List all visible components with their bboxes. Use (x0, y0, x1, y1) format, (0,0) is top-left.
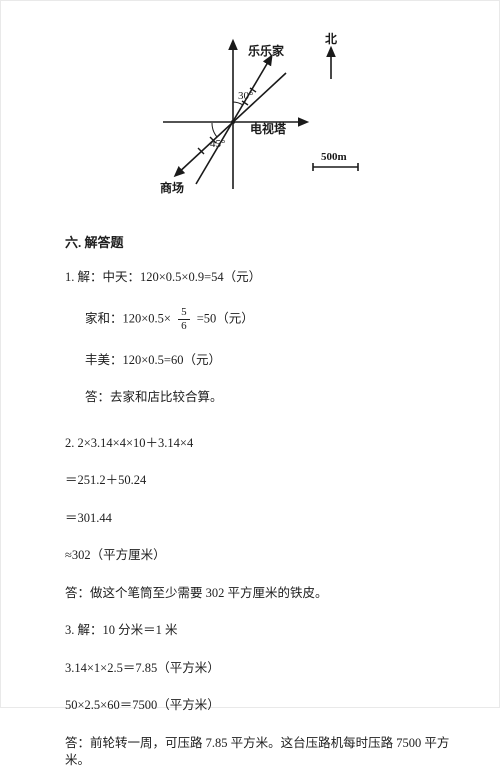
q2-l3: ＝301.44 (65, 510, 451, 528)
label-angle-45: 45° (210, 138, 225, 150)
q2-answer: 答：做这个笔筒至少需要 302 平方厘米的铁皮。 (65, 585, 451, 603)
label-lele-home: 乐乐家 (248, 43, 285, 58)
label-market: 商场 (160, 180, 184, 195)
frac-num: 5 (178, 307, 190, 320)
label-north: 北 (325, 31, 337, 46)
diagram-svg: 乐乐家 北 电视塔 商场 30° 45° 500m (138, 29, 378, 199)
section-title: 六. 解答题 (65, 232, 451, 251)
q3-l2: 3.14×1×2.5＝7.85（平方米） (65, 660, 451, 678)
fraction-icon: 5 6 (178, 307, 190, 332)
frac-den: 6 (178, 320, 190, 332)
q2-l4: ≈302（平方厘米） (65, 547, 451, 565)
q1-step2: 家和：120×0.5× 5 6 =50（元） (65, 307, 451, 332)
q1-step1: 1. 解：中天：120×0.5×0.9=54（元） (65, 269, 451, 287)
q2-l1: 2. 2×3.14×4×10＋3.14×4 (65, 435, 451, 453)
page-container: 乐乐家 北 电视塔 商场 30° 45° 500m 六. 解答题 1. 解：中天… (0, 0, 500, 708)
q3-answer: 答：前轮转一周，可压路 7.85 平方米。这台压路机每时压路 7500 平方米。 (65, 735, 451, 770)
q1-step3: 丰美：120×0.5=60（元） (65, 352, 451, 370)
label-scale: 500m (321, 151, 347, 163)
q2-l2: ＝251.2＋50.24 (65, 472, 451, 490)
q3-l3: 50×2.5×60＝7500（平方米） (65, 697, 451, 715)
q3-l1: 3. 解：10 分米＝1 米 (65, 622, 451, 640)
compass-diagram: 乐乐家 北 电视塔 商场 30° 45° 500m (65, 29, 451, 204)
q1-answer: 答：去家和店比较合算。 (65, 389, 451, 407)
q1-step2b: =50（元） (197, 311, 254, 325)
label-angle-30: 30° (238, 90, 253, 102)
q1-step2a: 家和：120×0.5× (85, 311, 171, 325)
label-tv-tower: 电视塔 (250, 121, 287, 136)
